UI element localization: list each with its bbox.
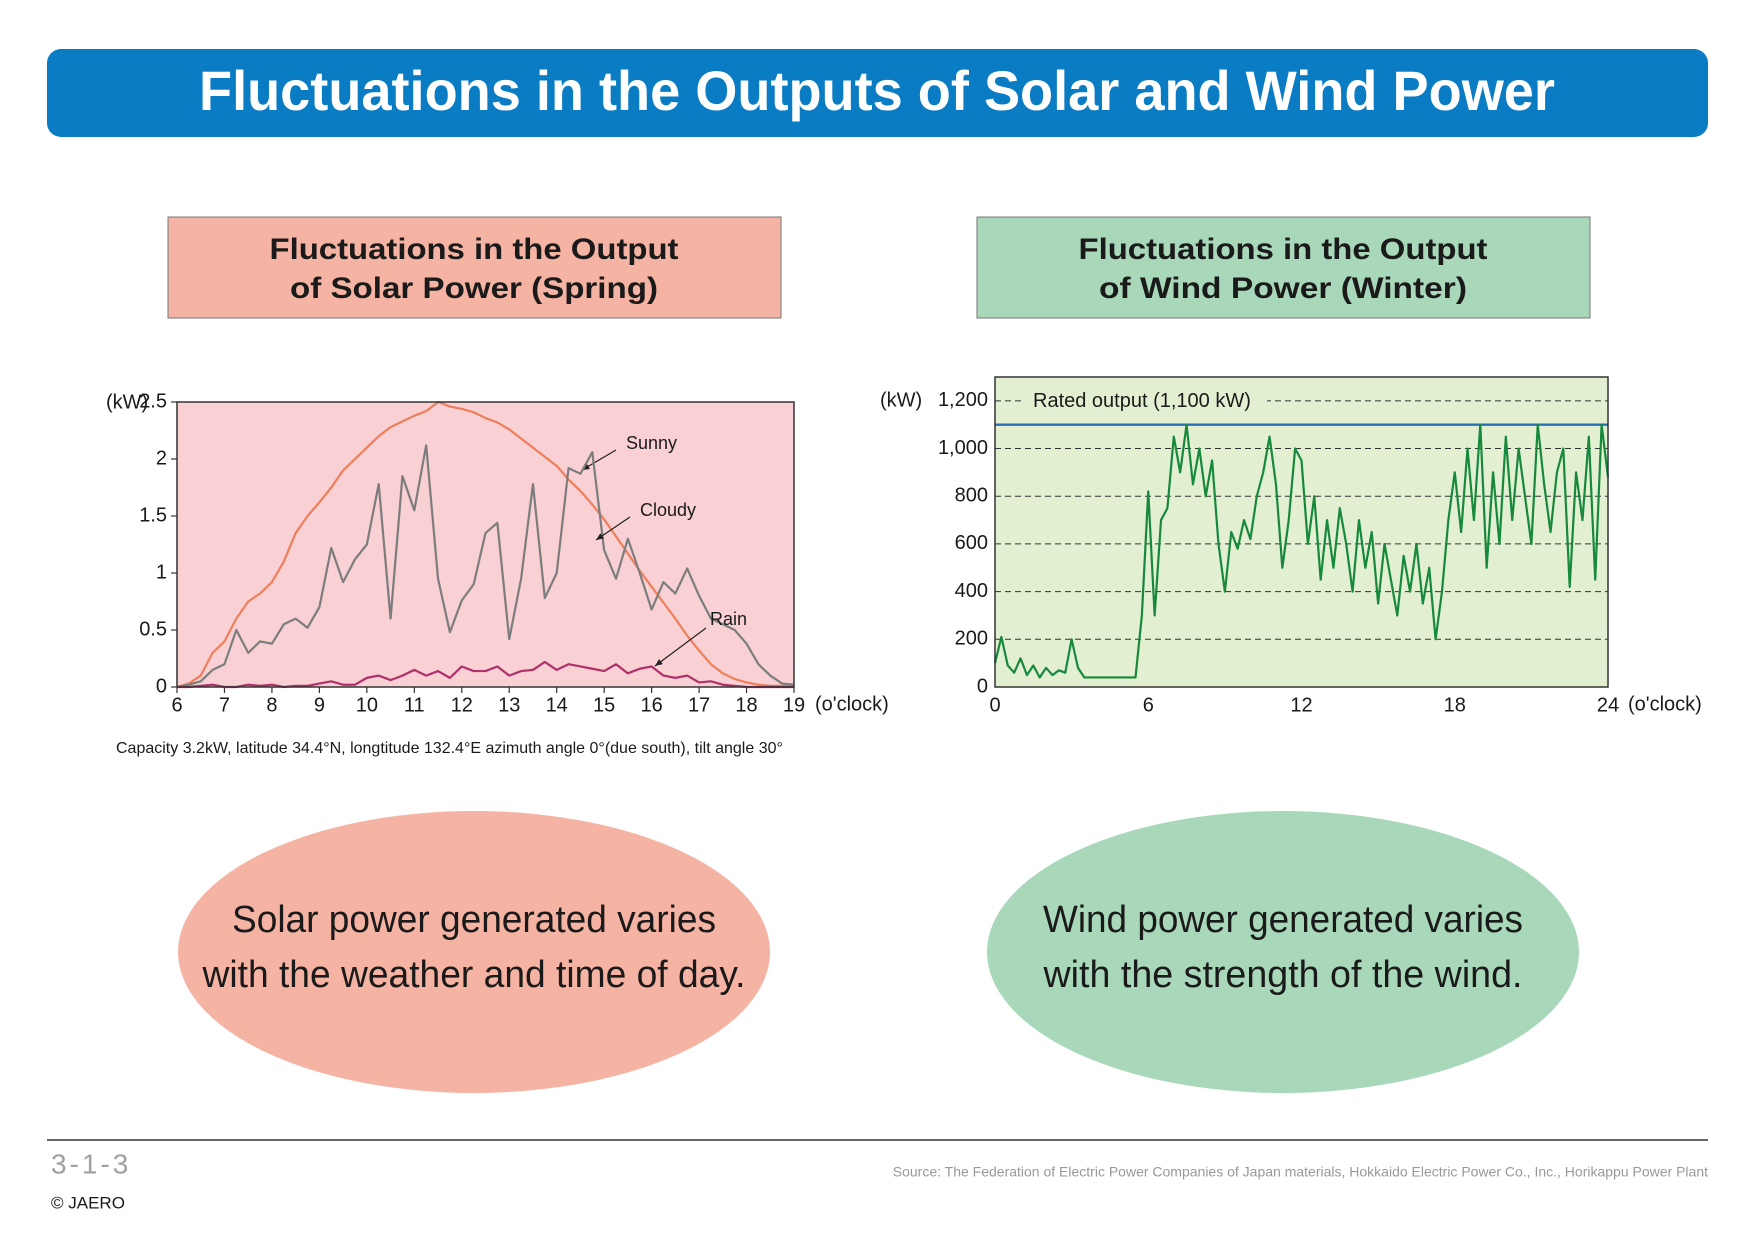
plot-frame: [994, 376, 1609, 688]
x-tick-label: 0: [989, 694, 1000, 716]
header-bar: [47, 49, 1708, 137]
y-tick-label: 1,000: [938, 437, 988, 459]
source: Source: The Federation of Electric Power…: [893, 1164, 1708, 1180]
series-line: [176, 400, 795, 689]
y-tick-label: 800: [955, 485, 988, 507]
chart-title-box: [167, 216, 782, 319]
x-tick-label: 6: [1143, 694, 1154, 716]
series-line: [993, 423, 1610, 679]
label-background: [1025, 387, 1267, 414]
x-tick-label: 12: [1290, 694, 1312, 716]
x-tick-label: 17: [688, 694, 710, 716]
plot-area: [995, 377, 1608, 687]
chart-title-box: [976, 216, 1591, 319]
reference-label: Rated output (1,100 kW): [1033, 390, 1251, 412]
copyright: © JAERO: [51, 1193, 125, 1212]
bubble-text: Solar power generated varies: [232, 899, 716, 941]
series-line: [176, 444, 795, 689]
series-label: Cloudy: [640, 500, 696, 520]
x-tick-label: 15: [593, 694, 615, 716]
x-tick-label: 18: [1444, 694, 1466, 716]
summary-bubble: [178, 811, 770, 1093]
x-tick-label: 16: [640, 694, 662, 716]
bubble-text: with the strength of the wind.: [1043, 954, 1523, 996]
y-tick-label: 1.5: [139, 504, 167, 526]
x-tick-label: 14: [546, 694, 568, 716]
x-tick-label: 11: [404, 694, 425, 716]
chart-title: Fluctuations in the Output: [270, 233, 679, 266]
bubble-text: with the weather and time of day.: [202, 954, 746, 996]
leader-line: [654, 627, 707, 667]
x-tick-label: 18: [735, 694, 757, 716]
y-tick-label: 400: [955, 580, 988, 602]
y-tick-label: 0: [156, 675, 167, 697]
x-tick-label: 6: [171, 694, 182, 716]
y-tick-label: 1: [156, 561, 167, 583]
chart-title: Fluctuations in the Output: [1079, 233, 1488, 266]
x-tick-label: 9: [314, 694, 325, 716]
y-tick-label: 200: [955, 628, 988, 650]
x-tick-label: 7: [219, 694, 230, 716]
y-tick-label: 600: [955, 532, 988, 554]
page-title: Fluctuations in the Outputs of Solar and…: [199, 59, 1555, 122]
x-axis-label: (o'clock): [1628, 693, 1702, 715]
y-axis-label: (kW): [106, 391, 148, 413]
leader-arrow: [596, 533, 604, 540]
chart-note: Capacity 3.2kW, latitude 34.4°N, longtit…: [116, 740, 783, 757]
chart-title: of Solar Power (Spring): [290, 272, 658, 305]
y-tick-label: 2: [156, 447, 167, 469]
series-label: Rain: [710, 609, 747, 629]
x-axis-label: (o'clock): [815, 693, 889, 715]
plot-frame: [176, 401, 795, 688]
x-tick-label: 12: [451, 694, 473, 716]
page-number: 3-1-3: [51, 1148, 131, 1179]
y-tick-label: 0: [977, 675, 988, 697]
y-tick-label: 2.5: [139, 390, 167, 412]
series-line: [177, 660, 794, 689]
bubble-text: Wind power generated varies: [1043, 899, 1523, 941]
x-tick-label: 13: [498, 694, 520, 716]
y-tick-label: 1,200: [938, 389, 988, 411]
x-tick-label: 8: [266, 694, 277, 716]
chart-title: of Wind Power (Winter): [1099, 272, 1467, 305]
summary-bubble: [987, 811, 1579, 1093]
y-axis-label: (kW): [880, 389, 922, 411]
x-tick-label: 10: [356, 694, 378, 716]
x-tick-label: 19: [783, 694, 805, 716]
series-label: Sunny: [626, 433, 677, 453]
x-tick-label: 24: [1597, 694, 1619, 716]
leader-arrow: [655, 659, 663, 666]
y-tick-label: 0.5: [139, 618, 167, 640]
